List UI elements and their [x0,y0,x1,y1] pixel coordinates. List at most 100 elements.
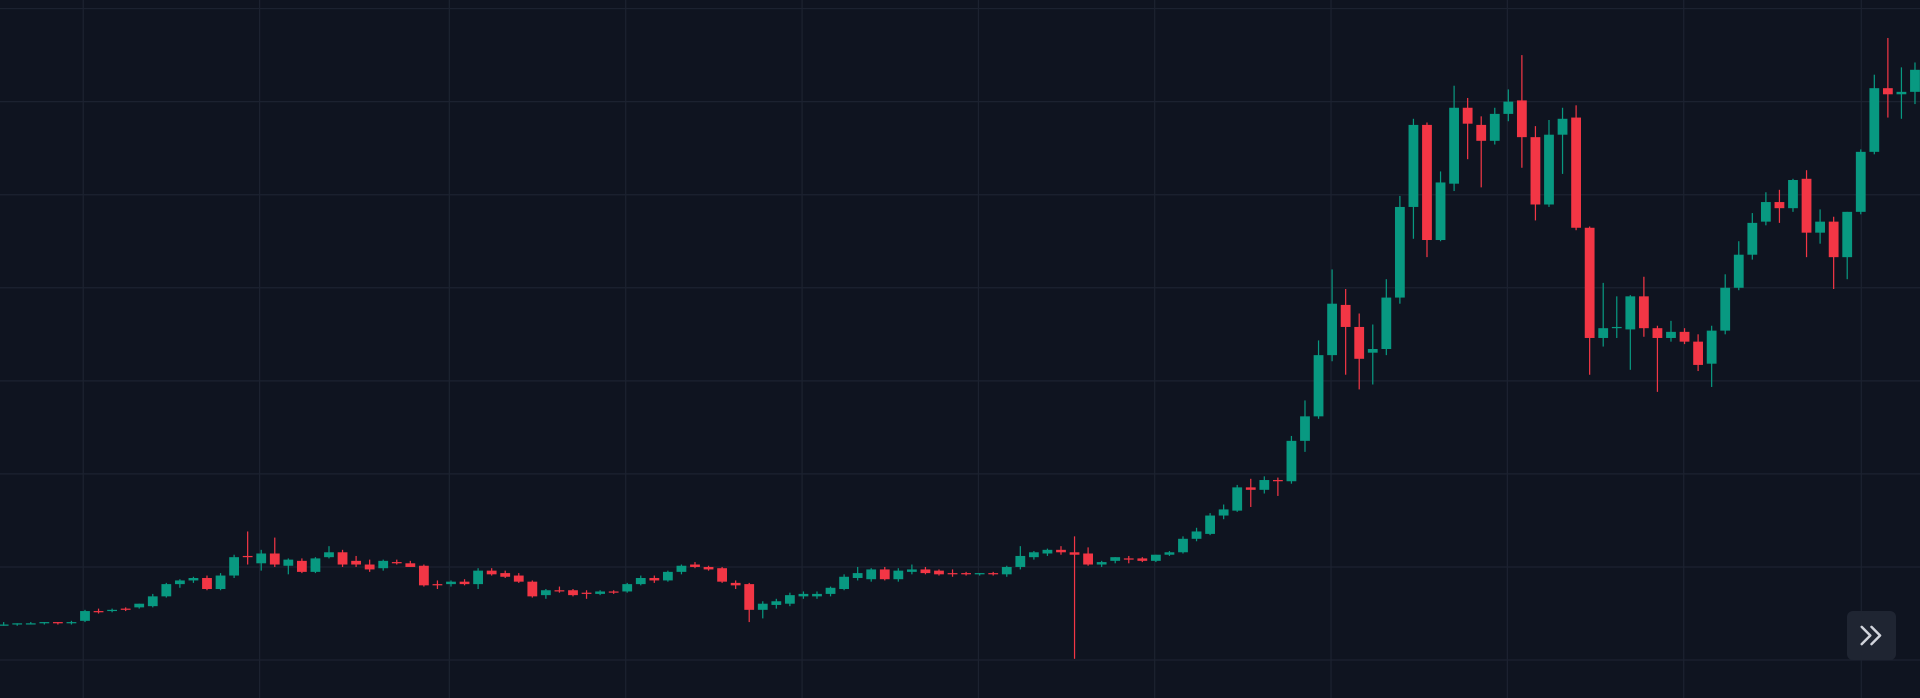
candle-body [283,559,294,566]
candle-body [134,603,145,608]
candle-body [622,584,633,592]
candle-body [1001,566,1012,575]
candle-body [52,622,63,624]
candle-body [1747,222,1758,255]
candle-body [934,570,944,575]
candle-body [1666,331,1676,338]
candle-body [1096,562,1107,565]
candle-body [351,560,362,565]
candle-body [839,576,849,590]
candle-body [1489,113,1500,141]
candle-body [1164,552,1175,555]
candle-body [1205,515,1215,534]
candle-body [1679,331,1690,342]
candle-body [581,592,592,594]
candle-body [1828,221,1839,258]
candle-body [1286,440,1297,482]
candle-body [1178,538,1188,553]
candle-body [1571,117,1581,228]
candle-body [852,573,863,578]
candle-body [974,573,985,575]
candle-body [527,581,538,597]
candle-body [1733,254,1744,288]
candle-body [649,577,660,581]
candle-body [1462,107,1473,124]
candle-body [378,560,389,569]
candle-body [540,590,551,596]
candle-body [1110,557,1121,561]
candle-body [1232,487,1243,511]
candle-body [1259,480,1270,490]
candle-body [1191,531,1202,539]
candle-body [1638,296,1649,329]
candle-body [324,552,334,558]
candle-body [1408,124,1419,207]
candle-body [1625,296,1636,330]
candle-body [662,571,673,581]
candle-body [242,555,253,558]
candle-body [1652,328,1663,338]
candle-body [1300,416,1310,441]
candle-body [744,584,755,610]
candle-body [1245,487,1256,490]
candle-body [1313,355,1324,417]
candle-body [513,575,524,582]
candle-body [757,603,768,610]
candle-body [961,573,971,575]
candle-body [1530,137,1541,205]
candle-body [676,565,687,572]
candle-body [418,565,429,586]
candle-body [825,587,836,594]
candle-body [1611,326,1622,329]
candle-body [1015,555,1026,567]
candle-body [446,581,456,585]
candle-body [1028,552,1039,558]
candle-body [1327,303,1337,356]
candle-body [1869,88,1880,152]
candle-body [1150,554,1161,561]
candle-body [947,573,958,575]
candle-body [1083,553,1093,565]
candle-body [703,566,714,570]
candle-body [229,557,240,576]
candle-body [93,611,104,613]
candle-body [215,575,226,590]
candle-body [1815,221,1825,233]
candle-body [1842,211,1853,258]
candle-body [1706,330,1717,364]
candle-body [988,573,999,575]
candle-body [1435,182,1446,241]
candle-body [1896,91,1907,95]
candle-body [500,573,511,577]
candle-body [608,591,619,593]
candle-body [906,569,917,572]
candle-body [771,601,782,605]
candle-body [1720,287,1731,331]
candle-body [1422,124,1432,241]
candle-body [1910,69,1920,92]
candle-body [798,593,809,597]
candle-body [1788,180,1798,209]
candle-body [432,584,443,586]
candle-body [717,568,727,582]
candle-body [364,564,375,570]
candle-body [459,581,470,585]
candle-body [568,590,578,596]
candle-body [296,560,307,572]
candle-body [1557,118,1568,135]
candle-body [1137,558,1148,561]
candle-body [188,577,199,581]
candle-body [174,580,185,585]
candle-body [25,623,36,625]
candle-body [256,553,267,564]
candle-body [1218,509,1229,516]
candle-body [690,564,700,567]
candle-body [1855,151,1866,212]
candle-body [784,595,795,604]
candle-body [120,608,131,610]
candle-body [80,611,90,621]
candle-body [1598,328,1609,338]
scroll-to-latest-button[interactable] [1847,611,1896,660]
